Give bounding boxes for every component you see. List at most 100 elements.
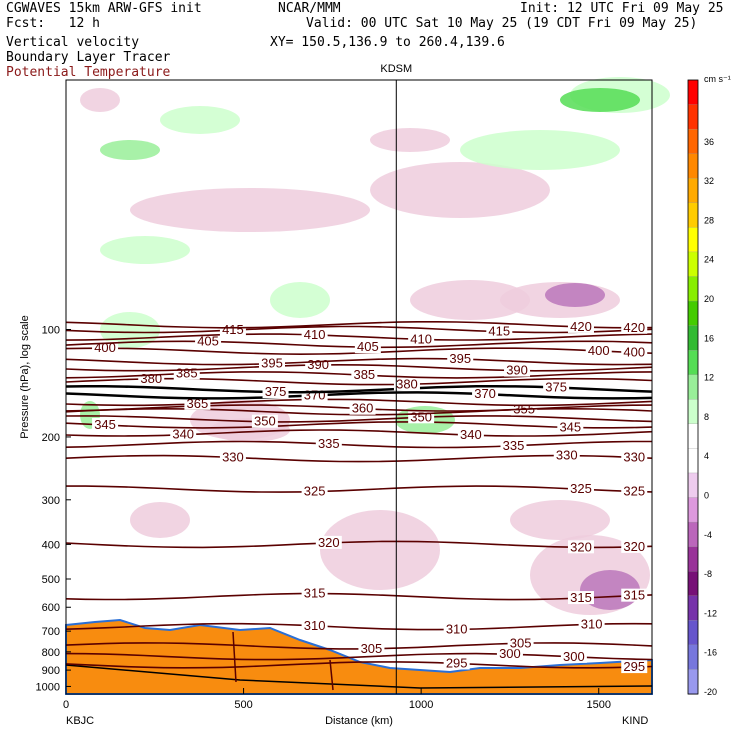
velocity-region-3	[160, 106, 240, 134]
theta-label-390-0: 390	[307, 357, 329, 372]
theta-label-325-0: 325	[304, 484, 326, 499]
theta-label-405-0: 405	[197, 333, 219, 348]
y-tick-label-500: 500	[42, 574, 60, 586]
theta-label-bg-325-0	[301, 484, 328, 498]
x-right-endpoint: KIND	[622, 715, 648, 727]
theta-label-bg-400-1	[585, 343, 612, 357]
velocity-region-9	[560, 88, 640, 112]
colorbar-swatch-11	[687, 350, 699, 376]
theta-line-315	[65, 592, 653, 601]
theta-label-bg-390-1	[504, 363, 531, 377]
theta-label-420-1: 420	[623, 320, 645, 335]
theta-label-bg-415-0	[219, 323, 246, 337]
x-tick-label-1500: 1500	[586, 699, 610, 711]
velocity-region-21	[370, 128, 450, 152]
theta-label-330-0: 330	[222, 449, 244, 464]
velocity-region-5	[270, 282, 330, 318]
colorbar-label-6: 12	[704, 373, 714, 383]
theta-label-bg-310-1	[443, 622, 470, 636]
theta-label-330-2: 330	[623, 449, 645, 464]
terrain-baseline	[65, 664, 653, 689]
theta-label-bg-350-0	[251, 414, 278, 428]
theta-label-385-1: 385	[353, 367, 375, 382]
header-field2: Boundary Layer Tracer	[6, 50, 171, 65]
theta-label-325-2: 325	[623, 483, 645, 498]
colorbar-swatch-15	[687, 448, 699, 474]
theta-label-bg-400-2	[621, 345, 648, 359]
theta-label-315-1: 315	[570, 590, 592, 605]
theta-label-335-0: 335	[318, 436, 340, 451]
theta-label-bg-335-1	[500, 438, 527, 452]
colorbar-swatch-18	[687, 521, 699, 548]
theta-line-300	[65, 652, 653, 661]
terrain-contour-2	[329, 659, 334, 691]
velocity-region-0	[100, 236, 190, 264]
header-init: Init: 12 UTC Fri 09 May 25	[520, 1, 724, 16]
y-tick-label-1000: 1000	[36, 681, 60, 693]
vertical-velocity-fills	[80, 77, 670, 615]
velocity-region-18	[510, 500, 610, 540]
theta-label-405-1: 405	[357, 339, 379, 354]
y-tick-label-100: 100	[42, 324, 60, 336]
theta-label-bg-345-1	[557, 420, 584, 434]
theta-label-bg-340-0	[170, 427, 197, 441]
y-tick-label-200: 200	[42, 432, 60, 444]
theta-line-410	[65, 333, 653, 341]
theta-label-bg-375-0	[262, 385, 289, 399]
theta-line-345	[65, 421, 653, 429]
theta-label-325-1: 325	[570, 481, 592, 496]
colorbar-swatch-17	[687, 497, 699, 523]
theta-label-305-0: 305	[361, 641, 383, 656]
theta-label-345-0: 345	[94, 417, 116, 432]
theta-label-bg-405-0	[195, 334, 222, 348]
theta-label-bg-360-0	[349, 401, 376, 415]
theta-label-bg-400-0	[92, 341, 119, 355]
theta-label-bg-395-0	[258, 356, 285, 370]
velocity-region-22	[80, 88, 120, 112]
theta-label-385-0: 385	[176, 365, 198, 380]
theta-label-390-1: 390	[506, 363, 528, 378]
theta-label-330-1: 330	[556, 448, 578, 463]
colorbar-label-0: 36	[704, 137, 714, 147]
theta-label-bg-310-2	[578, 617, 605, 631]
theta-label-295-0: 295	[446, 655, 468, 670]
theta-label-315-2: 315	[623, 588, 645, 603]
colorbar-swatch-3	[687, 153, 699, 179]
theta-label-bg-315-0	[301, 586, 328, 600]
colorbar-swatch-10	[687, 325, 699, 351]
theta-label-305-1: 305	[510, 635, 532, 650]
theta-label-bg-330-1	[553, 448, 580, 462]
colorbar-swatch-8	[687, 276, 699, 302]
header-field1: Vertical velocity	[6, 35, 140, 50]
theta-label-bg-420-1	[621, 320, 648, 334]
theta-label-410-0: 410	[304, 327, 326, 342]
x-tick-label-1000: 1000	[409, 699, 433, 711]
theta-label-bg-305-1	[507, 636, 534, 650]
header-field3: Potential Temperature	[6, 65, 171, 80]
theta-label-bg-385-1	[351, 368, 378, 382]
theta-label-bg-295-0	[443, 656, 470, 670]
plot-frame: KDSM	[65, 63, 653, 695]
colorbar-label-9: 0	[704, 491, 709, 501]
theta-label-bg-300-1	[560, 649, 587, 663]
colorbar-swatch-14	[687, 423, 699, 450]
theta-label-400-1: 400	[588, 343, 610, 358]
theta-label-bg-345-0	[92, 417, 119, 431]
theta-line-395	[65, 357, 653, 366]
theta-label-310-2: 310	[581, 616, 603, 631]
x-tick-label-0: 0	[63, 699, 69, 711]
theta-label-415-0: 415	[222, 322, 244, 337]
theta-label-400-2: 400	[623, 345, 645, 360]
velocity-region-4	[100, 140, 160, 160]
theta-line-325	[66, 485, 653, 493]
velocity-region-7	[460, 130, 620, 170]
colorbar-swatch-22	[687, 620, 699, 646]
theta-label-335-1: 335	[503, 438, 525, 453]
theta-label-bg-325-2	[621, 484, 648, 498]
theta-label-345-1: 345	[559, 419, 581, 434]
plot-border	[65, 79, 653, 695]
colorbar-swatch-24	[687, 669, 699, 695]
theta-label-300-0: 300	[499, 646, 521, 661]
